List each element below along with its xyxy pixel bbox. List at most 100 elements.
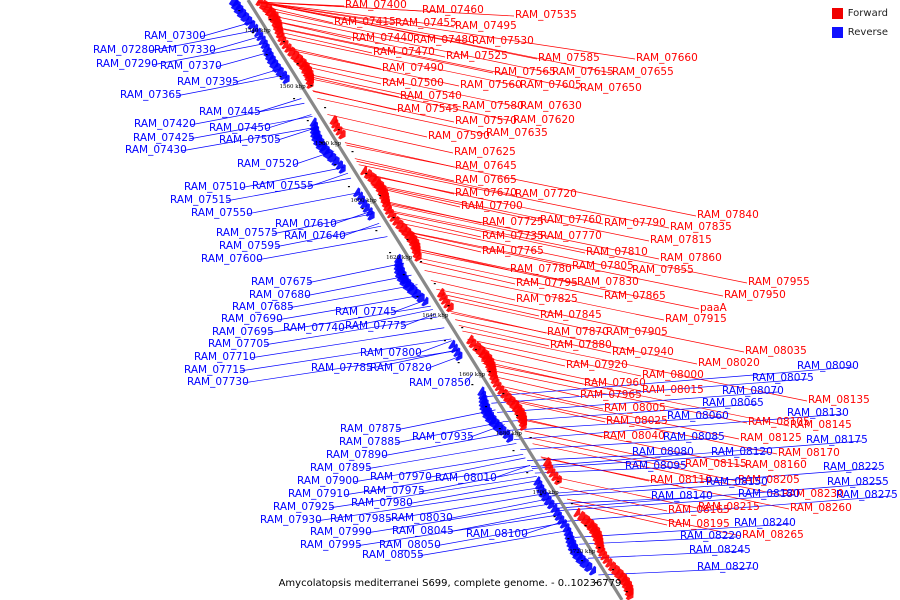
leader-line bbox=[532, 452, 767, 469]
gene-label: RAM_08030 bbox=[391, 512, 453, 524]
gene-label: RAM_08245 bbox=[689, 544, 751, 556]
reverse-gene bbox=[421, 296, 429, 307]
leader-line bbox=[410, 247, 577, 284]
leader-line bbox=[180, 126, 320, 152]
gene-arrow bbox=[362, 203, 370, 213]
leader-line bbox=[497, 391, 778, 413]
gene-label: RAM_07840 bbox=[697, 209, 759, 221]
gene-label: RAM_07545 bbox=[397, 103, 459, 115]
gene-label: RAM_07685 bbox=[232, 301, 294, 313]
gene-label: RAM_07430 bbox=[125, 144, 187, 156]
marker bbox=[612, 569, 615, 571]
marker bbox=[389, 252, 392, 254]
gene-arrow bbox=[497, 385, 505, 395]
gene-label: RAM_08140 bbox=[651, 490, 713, 502]
leader-line bbox=[257, 1, 515, 17]
leader-line bbox=[272, 26, 580, 90]
gene-label: RAM_07690 bbox=[221, 313, 283, 325]
gene-label: RAM_07415 bbox=[334, 16, 396, 28]
gene-arrow bbox=[548, 468, 556, 478]
leader-line bbox=[278, 35, 520, 87]
marker bbox=[265, 54, 268, 56]
marker bbox=[526, 472, 529, 474]
gene-arrow bbox=[335, 160, 344, 170]
gene-label: RAM_08105 bbox=[748, 416, 810, 428]
gene-label: RAM_08195 bbox=[668, 518, 730, 530]
gene-label: RAM_07605 bbox=[520, 79, 582, 91]
reverse-gene bbox=[411, 288, 421, 300]
reverse-gene bbox=[250, 23, 259, 34]
forward-gene bbox=[446, 302, 454, 313]
gene-label: RAM_07495 bbox=[455, 20, 517, 32]
gene-label: RAM_07940 bbox=[612, 346, 674, 358]
leader-line bbox=[541, 457, 790, 510]
gene-label: RAM_08145 bbox=[790, 419, 852, 431]
gene-arrow bbox=[411, 288, 421, 300]
gene-arrow bbox=[284, 43, 292, 53]
legend-reverse: Reverse bbox=[831, 25, 888, 39]
gene-label: RAM_07785 bbox=[311, 362, 373, 374]
gene-label: RAM_07370 bbox=[160, 60, 222, 72]
gene-label: RAM_07915 bbox=[665, 313, 727, 325]
gene-label: RAM_08070 bbox=[722, 385, 784, 397]
leader-line bbox=[579, 536, 736, 545]
leader-line bbox=[390, 215, 482, 238]
gene-label: RAM_07995 bbox=[300, 539, 362, 551]
gene-arrow bbox=[497, 424, 507, 436]
gene-label: RAM_07720 bbox=[515, 188, 577, 200]
gene-label: RAM_07765 bbox=[482, 245, 544, 257]
leader-line bbox=[556, 482, 883, 509]
gene-label: RAM_08025 bbox=[606, 415, 668, 427]
gene-label: RAM_08125 bbox=[740, 432, 802, 444]
gene-label: RAM_07695 bbox=[212, 326, 274, 338]
reverse-gene bbox=[505, 433, 514, 443]
gene-label: RAM_07970 bbox=[370, 471, 432, 483]
marker bbox=[310, 85, 313, 87]
reverse-gene bbox=[583, 561, 593, 572]
gene-label: RAM_08270 bbox=[697, 561, 759, 573]
gene-label: RAM_07290 bbox=[96, 58, 158, 70]
gene-label: RAM_07515 bbox=[170, 194, 232, 206]
gene-label: RAM_08055 bbox=[362, 549, 424, 561]
gene-label: RAM_07630 bbox=[520, 100, 582, 112]
gene-arrow bbox=[279, 36, 287, 46]
forward-gene bbox=[392, 215, 400, 226]
reverse-gene bbox=[253, 27, 261, 38]
gene-label: RAM_08010 bbox=[435, 472, 497, 484]
gene-arrow bbox=[446, 302, 454, 313]
marker bbox=[420, 261, 423, 263]
leader-line bbox=[209, 35, 263, 52]
gene-arrow bbox=[583, 561, 593, 572]
gene-arrow bbox=[546, 464, 554, 474]
gene-arrow bbox=[519, 421, 527, 431]
leader-line bbox=[264, 14, 552, 74]
gene-label: RAM_08175 bbox=[806, 434, 868, 446]
leader-line bbox=[508, 416, 723, 431]
marker bbox=[557, 481, 560, 483]
gene-label: RAM_07800 bbox=[360, 347, 422, 359]
leader-line bbox=[558, 494, 794, 511]
leader-line bbox=[441, 297, 606, 334]
gene-arrow bbox=[505, 433, 514, 443]
axis-tick-label: 1620 kbp bbox=[386, 255, 413, 261]
reverse-gene bbox=[247, 19, 256, 30]
reverse-gene bbox=[335, 160, 344, 170]
leader-line bbox=[343, 465, 531, 496]
gene-arrow bbox=[502, 429, 511, 440]
gene-label: RAM_07830 bbox=[577, 276, 639, 288]
gene-label: RAM_07575 bbox=[216, 227, 278, 239]
gene-label: RAM_07705 bbox=[208, 338, 270, 350]
gene-label: RAM_08005 bbox=[604, 402, 666, 414]
leader-line bbox=[502, 403, 758, 423]
gene-label: RAM_08075 bbox=[752, 372, 814, 384]
leader-line bbox=[447, 510, 559, 533]
reverse-gene bbox=[326, 151, 337, 163]
leader-line bbox=[513, 413, 843, 440]
gene-arrow bbox=[579, 557, 589, 569]
marker bbox=[433, 283, 436, 285]
marker bbox=[498, 428, 501, 430]
leader-line bbox=[317, 97, 486, 135]
gene-label: RAM_08135 bbox=[808, 394, 870, 406]
